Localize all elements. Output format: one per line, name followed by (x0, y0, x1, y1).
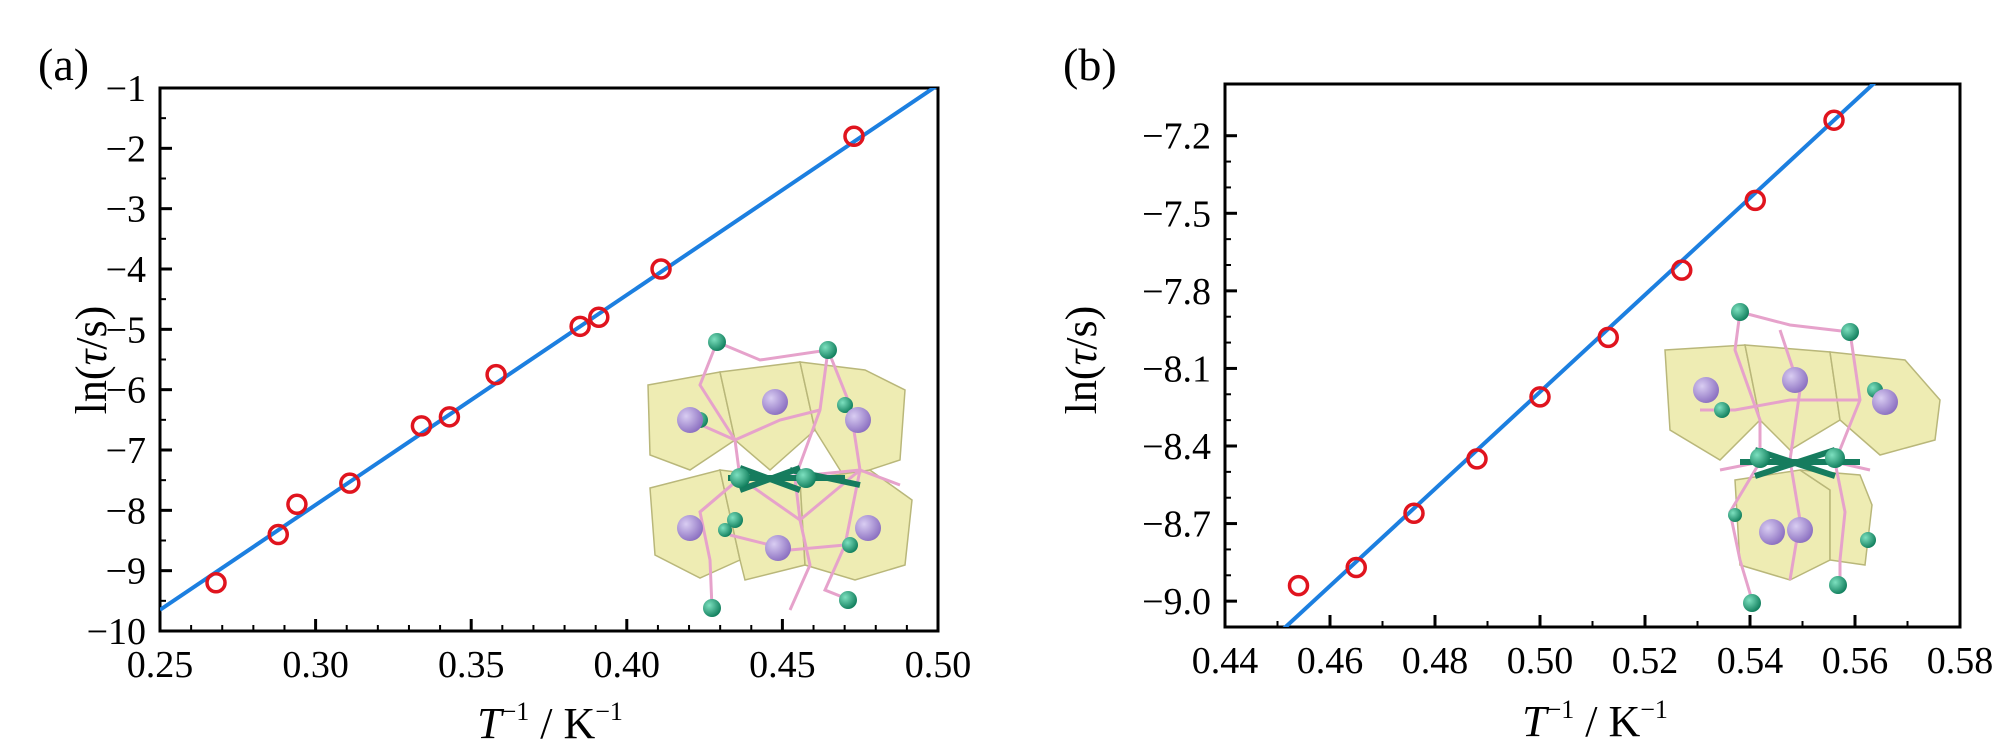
data-point (1345, 556, 1367, 579)
fit-line-a (160, 88, 938, 612)
y-tick-label: −6 (106, 370, 146, 412)
panel-label-b: (b) (1063, 39, 1117, 90)
data-markers-b (1287, 109, 1845, 597)
y-axis-label-a: ln(τ/s) (67, 306, 116, 415)
x-axis-label-a: T−1 / K−1 (477, 697, 623, 748)
x-tick-label: 0.48 (1402, 640, 1469, 682)
inset-molecule-a (647, 333, 913, 617)
y-tick-label: −7 (106, 430, 146, 472)
axis-ticks-b: 0.44 0.46 0.48 0.50 0.52 0.54 0.56 0.58 −7.2 −7.5… (1142, 116, 1993, 682)
data-point (1744, 189, 1766, 212)
data-point (410, 415, 433, 437)
y-tick-label: −2 (106, 128, 146, 170)
data-point (339, 472, 361, 494)
y-tick-label: −8.7 (1142, 504, 1211, 546)
y-tick-label: −4 (106, 249, 146, 291)
data-point (1466, 448, 1488, 470)
data-point (569, 315, 591, 338)
y-tick-label: −9.0 (1142, 581, 1211, 623)
y-tick-label: −9 (106, 551, 146, 593)
axis-ticks-a: 0.25 0.30 0.35 0.40 0.45 0.50 −1 −2 −3 −4 −5 −6 −7 −8… (87, 68, 972, 686)
chart-panel-b: (b) (1057, 39, 1993, 746)
x-tick-label: 0.50 (905, 644, 972, 686)
y-tick-label: −5 (106, 309, 146, 351)
x-tick-label: 0.44 (1192, 640, 1259, 682)
data-point (1287, 574, 1310, 597)
y-tick-label: −7.8 (1142, 271, 1211, 313)
x-tick-label: 0.58 (1927, 640, 1994, 682)
data-point (843, 125, 865, 148)
data-point (1823, 109, 1845, 131)
y-tick-label: −8.1 (1142, 348, 1211, 390)
x-tick-label: 0.56 (1822, 640, 1889, 682)
data-markers-a (205, 125, 865, 594)
chart-panel-a: (a) (38, 39, 971, 748)
x-tick-label: 0.25 (127, 644, 194, 686)
data-point (1403, 502, 1425, 524)
y-tick-label: −1 (106, 68, 146, 110)
inset-molecule-b (1664, 303, 1941, 612)
x-tick-label: 0.45 (749, 644, 816, 686)
x-tick-label: 0.52 (1612, 640, 1679, 682)
y-tick-label: −10 (87, 611, 146, 653)
data-point (438, 406, 461, 428)
x-axis-label-b: T−1 / K−1 (1522, 695, 1668, 746)
y-axis-label-b: ln(τ/s) (1057, 306, 1106, 415)
data-point (588, 306, 610, 329)
fit-line-b (1282, 84, 1877, 627)
data-point (267, 523, 290, 546)
x-tick-label: 0.30 (282, 644, 349, 686)
data-point (1529, 386, 1551, 408)
y-tick-label: −7.5 (1142, 193, 1211, 235)
y-tick-label: −8 (106, 490, 146, 532)
x-tick-label: 0.54 (1717, 640, 1784, 682)
data-point (485, 363, 507, 386)
x-tick-label: 0.50 (1507, 640, 1574, 682)
data-point (1597, 326, 1619, 349)
y-tick-label: −8.4 (1142, 426, 1211, 468)
data-point (286, 493, 308, 516)
x-tick-label: 0.40 (594, 644, 661, 686)
data-point (205, 571, 227, 594)
panel-label-a: (a) (38, 39, 89, 90)
x-tick-label: 0.46 (1297, 640, 1364, 682)
data-point (650, 258, 672, 280)
data-point (1671, 259, 1693, 281)
y-tick-label: −7.2 (1142, 116, 1211, 158)
x-tick-label: 0.35 (438, 644, 505, 686)
y-tick-label: −3 (106, 189, 146, 231)
